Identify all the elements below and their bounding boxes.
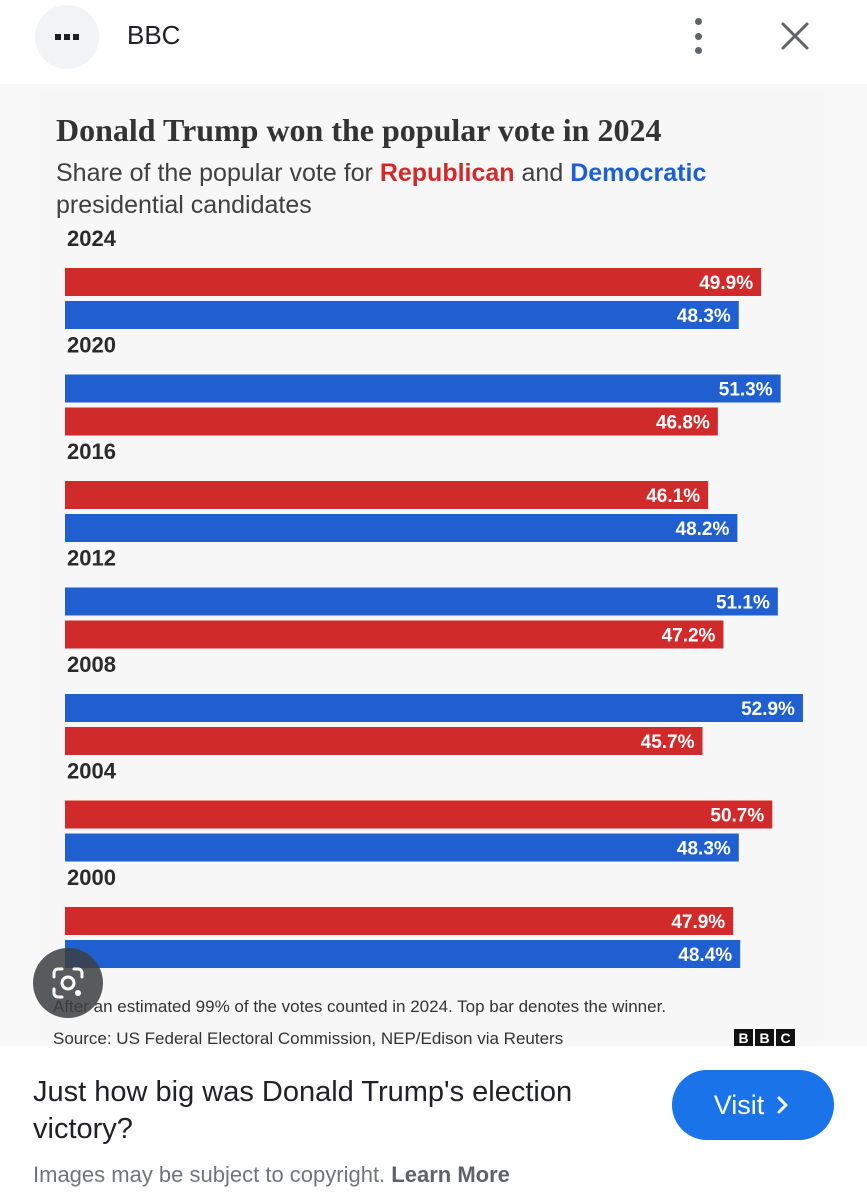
democratic-bar: [65, 587, 778, 616]
democratic-bar: [65, 694, 803, 722]
year-label: 2012: [67, 546, 116, 571]
bar-value-label: 46.1%: [646, 486, 700, 507]
lens-glyph: [52, 967, 84, 999]
democratic-bar: [65, 301, 739, 329]
top-bar: BBC: [0, 0, 867, 84]
republican-bar: [65, 407, 718, 436]
republican-bar: [65, 620, 724, 649]
bar-value-label: 48.4%: [678, 945, 732, 966]
bar-value-label: 48.3%: [677, 839, 731, 860]
year-label: 2000: [67, 865, 116, 890]
subtitle-democratic: Democratic: [570, 159, 707, 187]
year-label: 2024: [67, 226, 117, 251]
chart-subtitle: Share of the popular vote for Republican…: [56, 157, 796, 221]
bar-value-label: 52.9%: [741, 699, 795, 720]
visit-button[interactable]: Visit: [672, 1070, 834, 1140]
bbc-infographic: 2024 49.9% 48.3% 2020 51.3% 46.8% 2016 46.1% 48.…: [41, 92, 823, 1048]
bbc-logo-letter: B: [755, 1029, 774, 1048]
bbc-logo-letter: B: [734, 1029, 753, 1048]
result-panel: Just how big was Donald Trump's election…: [0, 1046, 867, 1200]
year-label: 2020: [67, 333, 116, 358]
subtitle-prefix: Share of the popular vote for: [56, 159, 380, 187]
bar-chart: 2024 49.9% 48.3% 2020 51.3% 46.8% 2016 46.1% 48.…: [41, 92, 823, 1046]
bar-value-label: 51.1%: [716, 593, 770, 614]
republican-bar: [65, 907, 734, 935]
result-headline[interactable]: Just how big was Donald Trump's election…: [33, 1076, 573, 1145]
bar-value-label: 47.9%: [671, 912, 725, 933]
republican-bar: [65, 727, 703, 755]
bbc-logo: B B C: [734, 1029, 795, 1048]
subtitle-republican: Republican: [379, 159, 515, 187]
visit-label: Visit: [713, 1089, 765, 1120]
chevron-right-icon: [777, 1096, 788, 1114]
bar-value-label: 50.7%: [710, 806, 764, 827]
year-label: 2016: [67, 439, 116, 464]
bar-value-label: 48.2%: [676, 519, 730, 540]
bbc-logo-letter: C: [776, 1029, 795, 1048]
democratic-bar: [65, 940, 741, 968]
republican-bar: [65, 268, 762, 296]
chart-svg: 2024 49.9% 48.3% 2020 51.3% 46.8% 2016 46.1% 48.…: [65, 226, 803, 968]
republican-bar: [65, 800, 773, 829]
subtitle-and: and: [514, 159, 571, 187]
chart-title: Donald Trump won the popular vote in 202…: [56, 112, 662, 148]
subtitle-suffix: presidential candidates: [56, 191, 312, 219]
chart-source: Source: US Federal Electoral Commission,…: [53, 1029, 564, 1048]
bar-value-label: 46.8%: [656, 413, 710, 434]
learn-more-link[interactable]: Learn More: [391, 1162, 510, 1187]
republican-bar: [65, 481, 709, 509]
copyright-notice: Images may be subject to copyright. Lear…: [33, 1162, 510, 1188]
democratic-bar: [65, 833, 739, 862]
democratic-bar: [65, 514, 738, 542]
bar-value-label: 51.3%: [719, 380, 773, 401]
bar-value-label: 49.9%: [699, 273, 753, 294]
copyright-text: Images may be subject to copyright.: [33, 1162, 386, 1187]
bar-value-label: 47.2%: [662, 626, 716, 647]
more-vert-icon[interactable]: [686, 16, 710, 56]
site-name[interactable]: BBC: [127, 20, 181, 50]
bar-value-label: 45.7%: [641, 732, 695, 753]
close-icon[interactable]: [775, 16, 815, 56]
bbc-dots: [55, 34, 79, 40]
chart-footnote: After an estimated 99% of the votes coun…: [53, 997, 667, 1016]
democratic-bar: [65, 374, 781, 403]
bbc-favicon-icon[interactable]: [35, 5, 99, 69]
year-label: 2008: [67, 652, 116, 677]
image-preview[interactable]: 2024 49.9% 48.3% 2020 51.3% 46.8% 2016 46.1% 48.…: [0, 84, 867, 1048]
bar-value-label: 48.3%: [677, 306, 731, 327]
year-label: 2004: [67, 759, 117, 784]
google-lens-icon[interactable]: [33, 948, 103, 1018]
